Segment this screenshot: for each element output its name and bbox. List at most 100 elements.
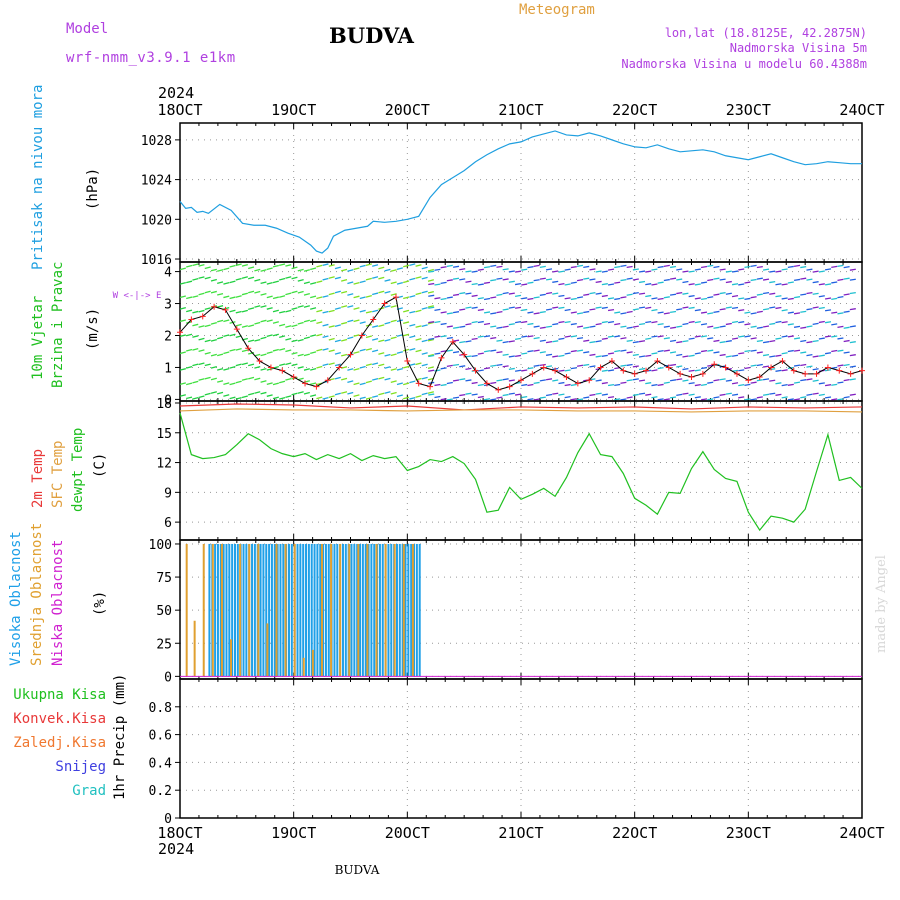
mid-cloud-bar	[402, 543, 405, 677]
wind-arrow	[279, 323, 286, 327]
wind-arrow	[384, 321, 391, 325]
wind-arrow	[390, 293, 397, 296]
high-cloud-bar	[356, 543, 359, 677]
wind-arrow	[719, 378, 726, 381]
wind-arrow	[285, 276, 292, 279]
wind-arrow	[229, 264, 236, 268]
wind-arrow	[440, 350, 447, 353]
wind-arrow	[521, 283, 528, 286]
wind-arrow	[502, 308, 509, 311]
wind-arrow	[682, 340, 689, 343]
wind-arrow	[632, 268, 639, 271]
wind-arrow	[204, 351, 211, 355]
wind-arrow	[576, 349, 584, 352]
wind-arrow	[353, 382, 360, 386]
wind-arrow	[595, 355, 602, 358]
wind-arrow	[502, 292, 509, 295]
wind-arrow	[266, 368, 273, 371]
wind-arrow	[459, 393, 466, 397]
wind-speed-marker	[620, 367, 627, 374]
wind-arrow	[614, 335, 621, 338]
model-name: wrf-nmm_v3.9.1 e1km	[66, 50, 236, 66]
wind-arrow	[800, 277, 807, 280]
wind-arrow	[632, 278, 639, 281]
wind-arrow	[403, 309, 410, 313]
x-tick-label-top: 22OCT	[612, 101, 657, 119]
wind-arrow	[310, 319, 317, 323]
wind-arrow	[694, 383, 701, 387]
high-cloud-bar	[401, 543, 404, 677]
wind-arrow	[614, 297, 621, 301]
wind-arrow	[756, 351, 763, 354]
wind-arrow	[564, 352, 571, 355]
wind-speed-marker	[529, 370, 536, 377]
wind-arrow	[570, 367, 577, 370]
wind-arrow	[682, 280, 689, 284]
wind-arrow	[223, 267, 230, 271]
wind-arrow	[583, 326, 590, 329]
wind-arrow	[837, 312, 844, 315]
wind-arrow	[477, 268, 484, 271]
wind-arrow	[669, 277, 677, 280]
y-tick-label: 0	[164, 812, 172, 827]
wind-arrow	[310, 267, 317, 271]
wind-arrow	[738, 283, 745, 286]
high-cloud-bar	[367, 543, 370, 677]
wind-arrow	[409, 396, 416, 400]
wind-arrow	[576, 364, 584, 367]
wind-arrow	[465, 355, 472, 358]
x-tick-label-bottom: 19OCT	[271, 824, 316, 842]
wind-arrow	[341, 391, 348, 394]
wind-arrow	[632, 365, 639, 368]
wind-arrow	[403, 280, 410, 284]
wind-arrow	[248, 276, 255, 280]
high-cloud-bar	[279, 543, 282, 677]
wind-arrow	[700, 265, 708, 269]
wind-arrow	[750, 364, 757, 367]
wind-arrow	[669, 379, 677, 382]
wind-arrow	[378, 392, 385, 396]
wind-arrow	[812, 355, 819, 358]
wind-arrow	[223, 282, 230, 285]
wind-arrow	[409, 294, 416, 298]
wind-arrow	[347, 305, 354, 308]
mid-cloud-bar	[193, 620, 196, 677]
wind-arrow	[496, 339, 503, 342]
wind-arrow	[186, 296, 193, 300]
wind-arrow	[626, 363, 633, 367]
high-cloud-bar	[418, 543, 421, 677]
wind-arrow	[427, 290, 434, 294]
high-cloud-bar	[253, 543, 256, 677]
wind-arrow	[427, 366, 434, 369]
wind-arrow	[403, 365, 410, 369]
y-tick-label: 18	[156, 397, 172, 412]
wind-arrow	[310, 394, 317, 397]
wind-arrow	[738, 369, 745, 372]
wind-arrow	[297, 391, 304, 394]
wind-arrow	[769, 392, 776, 395]
wind-speed-marker	[245, 345, 252, 352]
wind-arrow	[514, 294, 522, 297]
wind-arrow	[334, 276, 341, 280]
wind-arrow	[322, 295, 329, 298]
wind-arrow	[614, 323, 621, 326]
wind-arrow	[793, 381, 801, 384]
wind-arrow	[353, 394, 360, 398]
wind-arrow	[223, 394, 230, 397]
wind-arrow	[607, 335, 615, 338]
wind-arrow	[614, 383, 621, 387]
wind-arrow	[806, 341, 813, 344]
wind-arrow	[682, 355, 689, 358]
high-cloud-bar	[262, 543, 265, 677]
wind-arrow	[452, 339, 460, 342]
wind-arrow	[179, 295, 186, 299]
wind-arrow	[409, 263, 416, 267]
wind-arrow	[235, 295, 242, 298]
wind-arrow	[328, 349, 335, 353]
wind-arrow	[583, 277, 590, 280]
ylabel-name2: Brzina i Pravac	[50, 262, 66, 388]
y-tick-label: 75	[156, 571, 172, 586]
wind-arrow	[595, 379, 602, 382]
wind-arrow	[651, 320, 658, 324]
wind-arrow	[465, 306, 472, 309]
